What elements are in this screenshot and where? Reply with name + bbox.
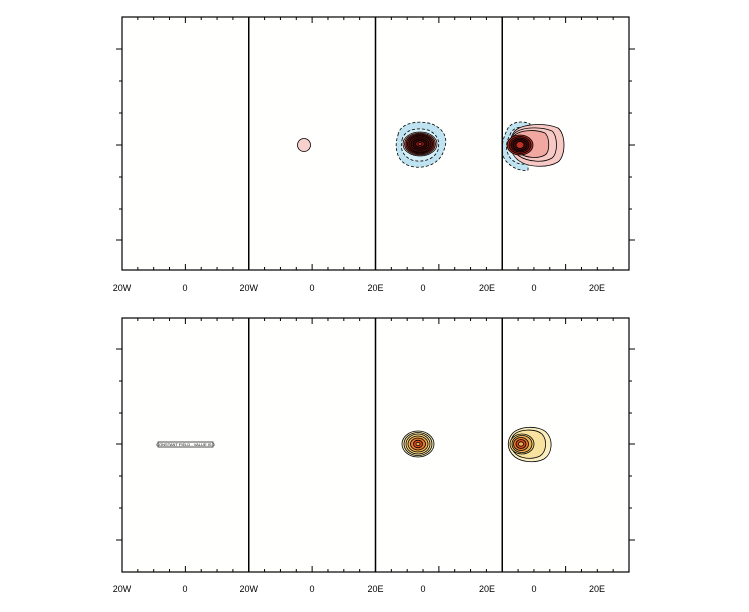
top-xtick-label: 20W [239, 283, 258, 293]
bottom-col3-feature [401, 430, 435, 458]
top-xtick-label: 20E [479, 283, 495, 293]
top-xtick-label: 20E [589, 283, 605, 293]
bottom-xtick-labels: 20W 0 20W 0 20E 0 20E 0 20E [113, 584, 605, 594]
top-col4-feature [501, 121, 565, 171]
bottom-xtick-label: 0 [420, 584, 425, 594]
bottom-xtick-label: 20E [367, 584, 383, 594]
bottom-xtick-label: 20E [479, 584, 495, 594]
top-col4-contour-5 [515, 141, 525, 149]
top-xtick-label: 0 [531, 283, 536, 293]
top-xtick-label: 0 [420, 283, 425, 293]
bottom-xtick-label: 0 [182, 584, 187, 594]
bottom-xtick-label: 20W [113, 584, 132, 594]
top-xtick-label: 20W [113, 283, 132, 293]
bottom-xtick-label: 0 [309, 584, 314, 594]
constant-field-label: CONSTANT FIELD - VALUE IS 0 [156, 442, 215, 447]
top-panel: 20W 0 20W 0 20E 0 20E 0 20E [113, 16, 635, 293]
bottom-col3-contour-7 [415, 441, 421, 446]
top-col3-feature [395, 121, 447, 168]
top-xtick-label: 0 [182, 283, 187, 293]
top-xtick-label: 0 [309, 283, 314, 293]
constant-field-label-box [157, 441, 214, 448]
bottom-col4-feature [507, 426, 552, 463]
bottom-xtick-label: 20E [589, 584, 605, 594]
bottom-panel: CONSTANT FIELD - VALUE IS 0 20W 0 [113, 317, 635, 594]
top-xtick-labels: 20W 0 20W 0 20E 0 20E 0 20E [113, 283, 605, 293]
bottom-xtick-label: 0 [531, 584, 536, 594]
bottom-xtick-label: 20W [239, 584, 258, 594]
top-xtick-label: 20E [367, 283, 383, 293]
bottom-col4-contour-7 [518, 441, 524, 447]
top-col3-contour-9 [417, 141, 423, 146]
top-col2-positive-contour [297, 138, 311, 152]
